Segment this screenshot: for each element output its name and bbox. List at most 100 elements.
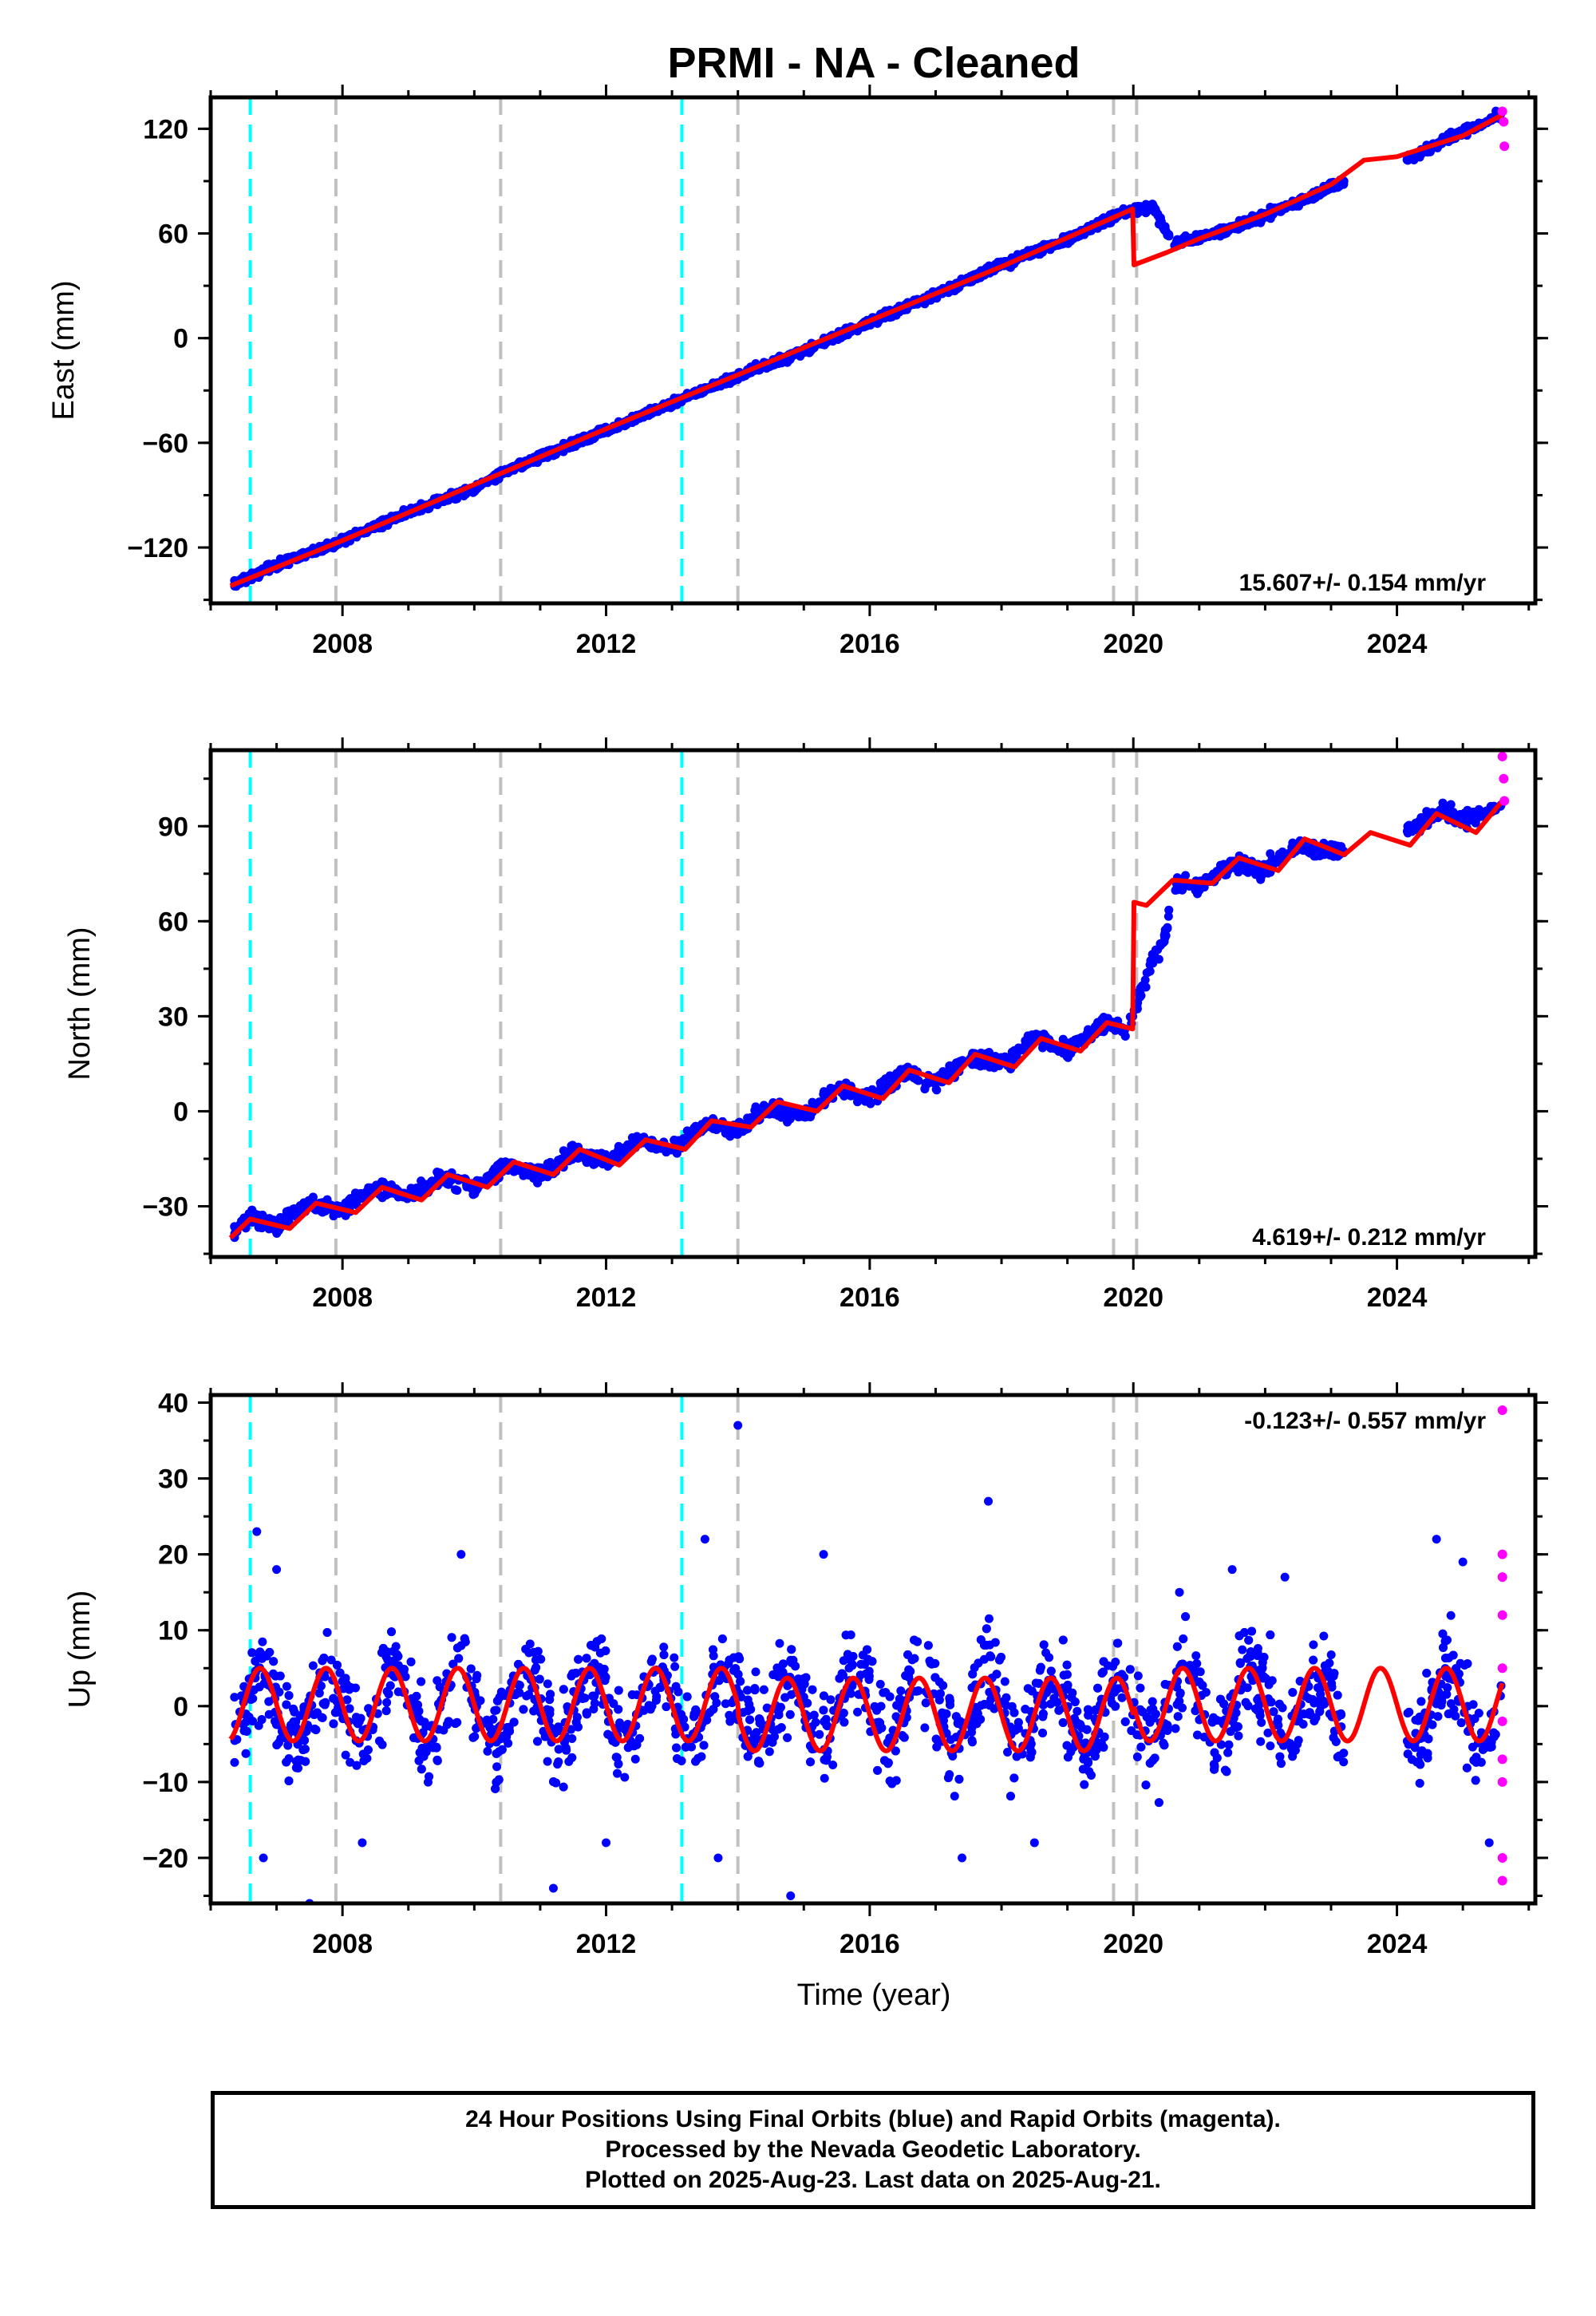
final-orbit-point [554,1156,563,1165]
y-axis-label: East (mm) [47,280,81,420]
y-tick-label: 0 [173,1097,188,1127]
final-orbit-point [522,1170,531,1180]
final-orbit-point [468,488,478,497]
model-line [229,113,1504,588]
plot-area [228,1395,1507,1903]
y-tick-label: 90 [158,812,188,842]
final-orbit-point [1159,938,1168,947]
y-tick-label: −60 [142,429,188,459]
final-orbit-point [751,1102,760,1112]
final-orbit-point [1140,975,1150,985]
final-orbit-point [351,1188,361,1198]
final-orbit-point [582,1157,591,1167]
x-tick-label: 2016 [839,629,900,659]
final-orbit-point [1274,854,1283,864]
y-tick-label: 60 [158,219,188,250]
y-tick-label: −120 [127,533,188,563]
final-orbit-point [1193,883,1203,893]
final-orbit-point [651,1144,661,1154]
x-tick-label: 2024 [1367,1282,1428,1313]
y-tick-label: 0 [173,324,188,354]
final-orbit-point [433,1168,442,1177]
final-orbit-point [821,1089,831,1099]
final-orbit-point [291,1204,301,1214]
final-orbit-point [361,1188,371,1197]
final-orbit-point [1246,862,1255,871]
rapid-orbit-point [1499,117,1509,127]
y-tick-label: 60 [158,907,188,937]
rapid-orbit-points [1497,751,1510,806]
final-orbit-point [879,1077,888,1086]
final-orbit-point [318,1207,327,1217]
y-axis-label: North (mm) [63,927,97,1080]
final-orbit-point [806,346,816,356]
final-orbit-point [774,1109,784,1118]
final-orbit-point [662,1148,671,1157]
final-orbit-point [1159,222,1169,231]
velocity-annotation: 15.607+/- 0.154 mm/yr [1239,570,1487,596]
final-orbit-point [244,1209,254,1219]
final-orbit-point [264,1224,274,1234]
final-orbit-point [847,1091,857,1101]
final-orbit-point [1316,850,1325,860]
final-orbit-point [1456,810,1465,820]
final-orbit-point [1046,1043,1056,1053]
final-orbit-points [230,798,1506,1243]
final-orbit-point [1404,826,1413,836]
x-tick-label: 2024 [1367,629,1428,659]
final-orbit-point [1212,867,1222,876]
x-tick-label: 2020 [1103,629,1163,659]
final-orbit-point [672,1148,681,1158]
model-line [228,799,1505,1240]
rapid-orbit-point [1499,773,1509,784]
final-orbit-point [1278,847,1287,856]
final-orbit-point [931,1085,941,1094]
final-orbit-point [1023,1031,1033,1041]
final-orbit-point [1141,982,1151,992]
final-orbit-point [920,1084,930,1093]
plot-area [228,750,1510,1257]
final-orbit-point [1010,1048,1020,1057]
rapid-orbit-point [1499,141,1510,152]
final-orbit-point [785,354,795,364]
rapid-orbit-point [1497,751,1507,761]
final-orbit-point [860,1097,870,1106]
final-orbit-point [800,1111,810,1120]
x-tick-label: 2012 [576,629,637,659]
final-orbit-point [1411,818,1420,828]
final-orbit-point [417,1183,426,1192]
final-orbit-point [1140,204,1150,213]
final-orbit-point [284,1217,294,1227]
velocity-annotation: 4.619+/- 0.212 mm/yr [1252,1224,1486,1251]
final-orbit-point [783,1117,792,1127]
final-orbit-point [452,1186,462,1196]
final-orbit-point [725,1131,734,1140]
y-tick-label: −30 [142,1192,188,1223]
chart-title: PRMI - NA - Cleaned [667,39,1080,87]
x-tick-label: 2016 [839,1282,900,1313]
final-orbit-point [891,1070,901,1080]
final-orbit-point [254,1211,263,1220]
final-orbit-point [1133,988,1143,998]
rapid-orbit-points [1497,106,1510,152]
final-orbit-point [1144,967,1153,977]
final-orbit-point [590,1159,599,1168]
final-orbit-point [1038,1041,1048,1050]
rapid-orbit-point [1497,106,1507,117]
final-orbit-point [1163,231,1173,241]
x-tick-label: 2008 [312,1282,373,1313]
final-orbit-point [1236,861,1246,871]
panel-frame [208,748,1538,1259]
final-orbit-point [304,1197,314,1207]
final-orbit-point [632,1132,642,1141]
final-orbit-point [1446,800,1456,809]
final-orbit-point [853,1097,863,1107]
final-orbit-points [230,106,1506,591]
final-orbit-point [675,1137,685,1147]
final-orbit-point [1164,905,1174,915]
final-orbit-point [946,1067,955,1077]
x-tick-label: 2020 [1103,1282,1163,1313]
